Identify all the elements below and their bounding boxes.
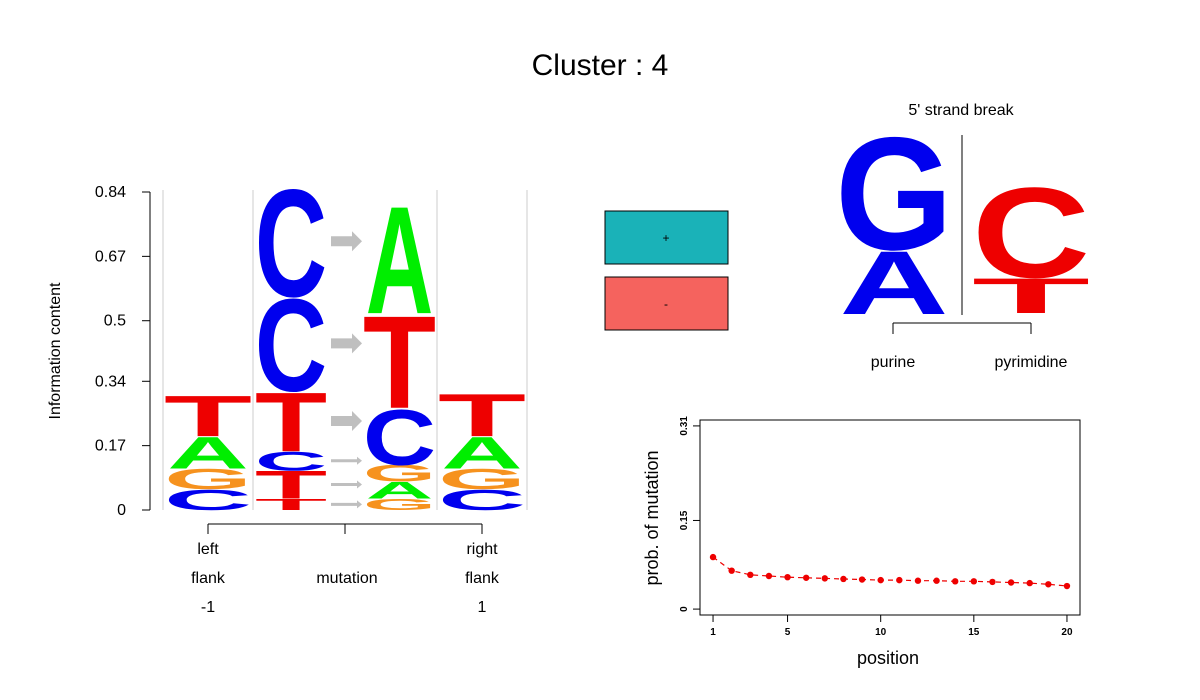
- strand-minus-label: -: [664, 297, 668, 311]
- strand-plus-label: +: [662, 231, 669, 245]
- chart-x-ticks: 1 5 10 15 20: [710, 615, 1073, 638]
- sequence-logo: 0 0.17 0.34 0.5 0.67 0.84 Information content…: [47, 159, 528, 616]
- logo-y-tick-label: 0: [117, 502, 126, 519]
- logo-letter-mutation_from: C: [255, 447, 327, 476]
- data-point: [1007, 579, 1015, 586]
- mutation-arrow: [331, 231, 362, 252]
- logo-letter-mutation_to: A: [366, 174, 434, 345]
- logo-letter-left_flank: G: [164, 463, 252, 495]
- data-point: [933, 577, 940, 584]
- logo-letter-left_flank: T: [164, 384, 252, 449]
- chart-x-tick-label: 20: [1061, 627, 1073, 638]
- logo-y-tick-label: 0.67: [95, 248, 126, 265]
- data-point: [989, 578, 996, 586]
- data-point: [747, 571, 754, 579]
- logo-letter-mutation_to: A: [366, 477, 434, 503]
- mutation-arrow: [331, 480, 362, 489]
- data-point: [1026, 579, 1033, 587]
- strand-minus-box: [604, 276, 729, 331]
- pyrimidine-label: pyrimidine: [995, 354, 1068, 371]
- purine-label: purine: [871, 354, 916, 371]
- logo-letter-right_flank: G: [438, 463, 526, 495]
- logo-letter-mutation_from: T: [255, 463, 327, 508]
- data-point: [877, 576, 884, 584]
- mutation-arrow: [331, 411, 362, 432]
- strand-break-letter-left: G: [835, 105, 953, 284]
- strand-break-letter-right: C: [972, 162, 1090, 305]
- data-point: [1045, 581, 1052, 588]
- data-point: [858, 576, 866, 583]
- chart-y-tick-label: 0.31: [679, 416, 690, 436]
- chart-x-tick-label: 10: [875, 627, 887, 638]
- mutation-label: mutation: [316, 570, 377, 587]
- chart-y-ticks: 0 0.15 0.31: [679, 416, 700, 612]
- logo-letter-mutation_to: G: [363, 496, 436, 514]
- data-point: [784, 573, 791, 581]
- logo-letter-right_flank: A: [441, 428, 522, 478]
- chart-y-tick-label: 0.15: [679, 510, 690, 530]
- data-point: [821, 575, 829, 582]
- logo-letter-mutation_to: T: [363, 288, 436, 436]
- right-flank-label-2: flank: [465, 570, 500, 587]
- strand-legend: + -: [604, 210, 729, 331]
- series-points: [709, 553, 1071, 590]
- data-point: [1063, 582, 1071, 590]
- logo-letter-mutation_from: T: [255, 375, 327, 470]
- chart-frame: [699, 419, 1081, 616]
- figure-title: Cluster : 4: [532, 49, 669, 82]
- left-flank-label-3: -1: [201, 599, 215, 616]
- right-flank-label-1: right: [466, 541, 498, 558]
- chart-x-tick-label: 15: [968, 627, 980, 638]
- chart-y-tick-label: 0: [679, 606, 690, 612]
- data-point: [914, 577, 922, 584]
- chart-x-label: position: [857, 648, 919, 668]
- right-flank-label-3: 1: [478, 599, 487, 616]
- data-point: [802, 574, 810, 581]
- logo-y-tick-label: 0.17: [95, 438, 126, 455]
- strand-break-letter-right: T: [972, 268, 1090, 324]
- mutation-probability-chart: 1 5 10 15 20 00.150.31 position prob. of mut…: [642, 416, 1081, 668]
- data-point: [951, 578, 959, 585]
- logo-letter-right_flank: T: [438, 382, 526, 450]
- logo-y-tick-label: 0.34: [95, 373, 126, 390]
- data-point: [840, 575, 847, 583]
- logo-y-tick-label: 0.5: [104, 313, 126, 330]
- chart-y-label: prob. of mutation: [642, 450, 662, 585]
- logo-letter-mutation_from: C: [255, 159, 327, 330]
- strand-break-letter-left: A: [839, 233, 948, 334]
- logo-y-label: Information content: [47, 282, 64, 420]
- logo-letter-left_flank: C: [164, 484, 252, 516]
- logo-letter-mutation_to: C: [363, 394, 436, 482]
- left-flank-label-1: left: [197, 541, 219, 558]
- logo-letter-right_flank: C: [438, 484, 526, 516]
- strand-plus-box: [604, 210, 729, 265]
- mutation-arrow: [331, 500, 362, 509]
- mutation-arrow: [331, 456, 362, 465]
- logo-letter-mutation_from: T: [255, 496, 327, 514]
- data-point: [896, 576, 903, 584]
- left-flank-label-2: flank: [191, 570, 226, 587]
- data-point: [728, 567, 735, 574]
- logo-letter-mutation_from: C: [255, 271, 327, 419]
- logo-letter-left_flank: A: [167, 428, 248, 478]
- data-point: [709, 553, 717, 561]
- logo-letter-mutation_to: G: [363, 460, 436, 486]
- mutation-arrows: [331, 231, 362, 509]
- mutation-arrow: [331, 333, 362, 354]
- logo-y-tick-label: 0.84: [95, 184, 126, 201]
- data-point: [765, 572, 773, 580]
- chart-x-tick-label: 1: [710, 627, 716, 638]
- chart-x-tick-label: 5: [785, 627, 791, 638]
- strand-break-title: 5' strand break: [908, 102, 1014, 119]
- logo-y-ticks: 0 0.17 0.34 0.5 0.67 0.84: [95, 184, 150, 519]
- data-point: [970, 578, 978, 585]
